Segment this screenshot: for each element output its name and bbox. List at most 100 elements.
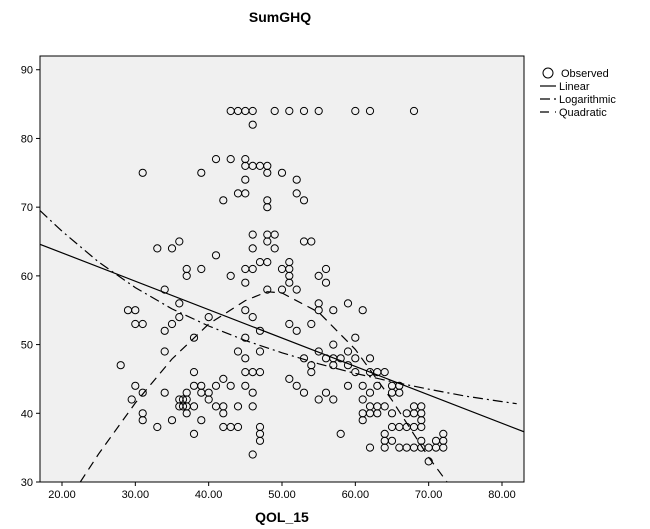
observed-point xyxy=(138,388,147,397)
observed-point xyxy=(343,299,353,308)
legend-label: Logarithmic xyxy=(559,94,616,106)
observed-point xyxy=(175,299,184,308)
observed-point xyxy=(285,106,294,116)
observed-point xyxy=(167,319,177,329)
observed-point xyxy=(424,457,433,466)
observed-point xyxy=(373,409,382,418)
observed-point xyxy=(336,429,345,438)
observed-point xyxy=(226,155,235,164)
observed-point xyxy=(270,106,279,116)
series-line-quadratic xyxy=(79,291,448,482)
observed-point xyxy=(351,333,360,342)
observed-point xyxy=(241,278,250,287)
observed-point xyxy=(343,347,353,356)
observed-point xyxy=(380,443,389,452)
observed-point xyxy=(219,196,228,205)
observed-point xyxy=(189,368,199,377)
observed-point xyxy=(292,285,301,294)
observed-point xyxy=(417,422,426,432)
observed-point xyxy=(263,203,272,212)
observed-point xyxy=(175,237,184,246)
observed-point xyxy=(241,189,250,198)
observed-point xyxy=(219,374,228,383)
observed-point xyxy=(248,106,257,116)
observed-point xyxy=(395,388,404,397)
x-axis-ticks: 20.00 30.00 40.00 50.00 60.00 70.00 80.00 xyxy=(48,482,516,501)
legend-label: Quadratic xyxy=(559,107,607,119)
observed-point xyxy=(248,230,257,239)
observed-point xyxy=(189,402,199,411)
observed-point xyxy=(314,347,323,356)
observed-point xyxy=(131,306,140,315)
observed-point xyxy=(365,354,375,363)
observed-point xyxy=(204,313,213,322)
observed-point xyxy=(314,306,323,315)
observed-point xyxy=(233,402,243,411)
series-line-logarithmic xyxy=(40,210,517,405)
observed-point xyxy=(263,258,272,267)
x-tick-label: 80.00 xyxy=(488,489,516,501)
observed-point xyxy=(307,237,316,246)
x-tick-label: 60.00 xyxy=(342,489,370,501)
x-tick-label: 40.00 xyxy=(195,489,223,501)
observed-point xyxy=(138,416,147,425)
observed-point xyxy=(380,368,389,377)
observed-point xyxy=(211,155,221,164)
observed-point xyxy=(358,306,367,315)
y-tick-label: 90 xyxy=(21,65,33,77)
observed-point xyxy=(233,347,243,356)
observed-point xyxy=(351,354,360,363)
observed-point xyxy=(255,347,265,356)
observed-point xyxy=(241,175,250,184)
observed-point xyxy=(153,422,162,432)
observed-point xyxy=(351,106,360,116)
observed-point xyxy=(211,381,221,390)
observed-point xyxy=(314,271,323,280)
observed-point xyxy=(131,381,140,390)
observed-point xyxy=(263,237,272,246)
observed-points xyxy=(116,106,448,466)
y-tick-label: 80 xyxy=(21,133,33,145)
observed-point xyxy=(160,326,169,335)
observed-point xyxy=(255,326,265,335)
observed-point xyxy=(255,436,265,445)
x-tick-label: 70.00 xyxy=(415,489,443,501)
observed-point xyxy=(189,429,199,438)
x-tick-label: 20.00 xyxy=(48,489,76,501)
observed-point xyxy=(285,278,294,287)
observed-point xyxy=(197,264,206,274)
observed-point xyxy=(380,402,389,411)
observed-point xyxy=(292,381,301,390)
observed-point xyxy=(204,395,213,404)
observed-point xyxy=(285,319,294,329)
observed-point xyxy=(314,106,323,116)
observed-point xyxy=(321,264,331,274)
x-tick-label: 30.00 xyxy=(122,489,150,501)
observed-point xyxy=(343,381,353,390)
observed-point xyxy=(277,168,287,177)
observed-point xyxy=(292,326,301,335)
observed-point xyxy=(329,361,338,370)
observed-point xyxy=(292,175,301,184)
observed-point xyxy=(307,319,316,329)
observed-point xyxy=(182,271,191,280)
fit-lines xyxy=(40,210,524,482)
observed-point xyxy=(248,313,257,322)
observed-point xyxy=(160,388,169,397)
observed-point xyxy=(277,285,287,294)
observed-point xyxy=(387,409,397,418)
observed-point xyxy=(321,388,331,397)
observed-point xyxy=(263,285,272,294)
observed-point xyxy=(336,354,345,363)
observed-point xyxy=(299,106,309,116)
observed-point xyxy=(160,285,169,294)
observed-point xyxy=(351,368,360,377)
observed-point xyxy=(197,416,206,425)
y-tick-label: 50 xyxy=(21,340,33,352)
observed-point xyxy=(127,395,136,404)
observed-point xyxy=(358,395,367,404)
observed-point xyxy=(226,271,235,280)
observed-point xyxy=(299,388,309,397)
observed-point xyxy=(285,374,294,383)
